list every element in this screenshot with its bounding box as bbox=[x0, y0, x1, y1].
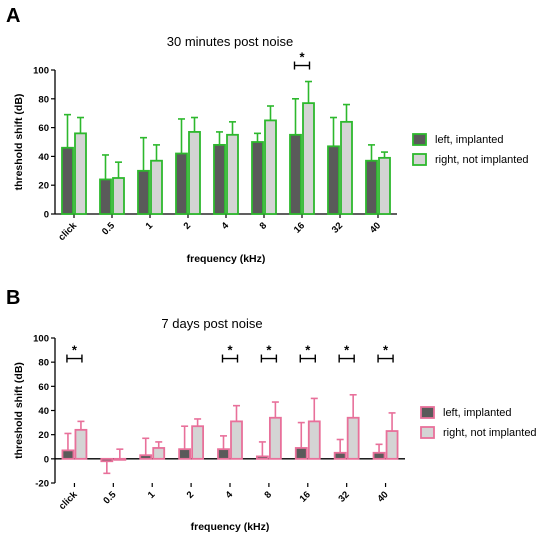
panel-b-bar-right bbox=[191, 425, 205, 460]
panel-a-bar-right bbox=[264, 119, 277, 215]
panel-b-bar-right bbox=[268, 416, 282, 460]
panel-b-bar-right bbox=[113, 457, 127, 461]
panel-a-bar-right bbox=[302, 102, 315, 215]
panel-b-y-tick-label: 40 bbox=[38, 406, 49, 417]
panel-b-y-tick-label: 0 bbox=[44, 454, 49, 465]
panel-a-y-tick-label: 80 bbox=[38, 94, 49, 105]
panel-b-x-tick-label: 4 bbox=[224, 489, 236, 501]
panel-a-bar-left bbox=[99, 178, 112, 215]
panel-a-x-tick-label: 0.5 bbox=[100, 220, 118, 238]
panel-b-x-tick-label: 0.5 bbox=[101, 489, 119, 507]
panel-b-x-tick-label: 2 bbox=[185, 489, 197, 501]
panel-a-bar-right bbox=[188, 131, 201, 215]
panel-a-bar-right bbox=[340, 120, 353, 215]
panel-b-legend-swatch bbox=[420, 406, 435, 419]
panel-b-sig-star: * bbox=[266, 343, 272, 358]
panel-b-x-axis-label: frequency (kHz) bbox=[191, 521, 270, 533]
panel-b-y-tick-label: 60 bbox=[38, 382, 49, 393]
panel-a-legend-swatch bbox=[412, 133, 427, 146]
panel-b-bar-right bbox=[230, 420, 243, 460]
panel-b-bar-left bbox=[178, 448, 192, 460]
panel-b-x-tick-label: click bbox=[57, 489, 80, 512]
panel-a-y-tick-label: 40 bbox=[38, 152, 49, 163]
panel-b-sig-star: * bbox=[305, 343, 311, 358]
panel-b-bar-left bbox=[61, 449, 75, 460]
panel-a-bar-right bbox=[112, 177, 125, 215]
panel-a-x-tick-label: 1 bbox=[144, 220, 156, 232]
panel-b-legend-swatch bbox=[420, 426, 435, 439]
panel-b-y-tick-label: -20 bbox=[35, 479, 49, 490]
panel-b-x-tick-label: 16 bbox=[298, 489, 313, 504]
panel-b-x-tick-label: 32 bbox=[337, 489, 352, 504]
panel-a-x-tick-label: 8 bbox=[258, 220, 270, 232]
panel-b-title: 7 days post noise bbox=[161, 316, 262, 331]
panel-b-bar-right bbox=[307, 420, 321, 460]
panel-b-bar-left bbox=[217, 448, 230, 460]
panel-b-y-axis-label: threshold shift (dB) bbox=[13, 362, 25, 459]
panel-a-x-axis-label: frequency (kHz) bbox=[187, 253, 266, 265]
panel-a-title: 30 minutes post noise bbox=[167, 34, 293, 49]
panel-b-bar-right bbox=[74, 428, 88, 460]
panel-b-sig-star: * bbox=[72, 343, 78, 358]
panel-a: A 30 minutes post noise 0 20 40 60 80 100 thresh… bbox=[6, 5, 529, 265]
panel-b-y-tick-label: 20 bbox=[38, 430, 49, 441]
panel-b-bar-left bbox=[139, 454, 153, 460]
panel-b-legend-label: left, implanted bbox=[443, 407, 511, 419]
panel-a-y-tick-label: 60 bbox=[38, 123, 49, 134]
panel-a-y-tick-label: 0 bbox=[44, 210, 49, 221]
panel-b-x-tick-label: 8 bbox=[262, 489, 274, 501]
panel-b-bar-left bbox=[255, 455, 269, 460]
panel-b-letter: B bbox=[6, 287, 20, 309]
panel-a-bar-left bbox=[251, 141, 264, 215]
panel-b-y-tick-label: 100 bbox=[33, 334, 49, 345]
panel-a-legend-swatch bbox=[412, 153, 427, 166]
panel-a-legend-label: right, not implanted bbox=[435, 154, 529, 166]
panel-a-x-tick-label: 40 bbox=[368, 220, 383, 235]
panel-b-bar-left bbox=[333, 451, 347, 460]
panel-a-y-tick-label: 20 bbox=[38, 181, 49, 192]
panel-a-letter: A bbox=[6, 5, 20, 27]
panel-a-bar-right bbox=[150, 159, 163, 215]
panel-a-x-tick-label: 2 bbox=[182, 220, 194, 232]
panel-a-bar-left bbox=[175, 152, 188, 215]
panel-a-y-tick-label: 100 bbox=[33, 66, 49, 77]
panel-a-y-axis-label: threshold shift (dB) bbox=[13, 94, 25, 191]
panel-b-x-tick-label: 1 bbox=[146, 489, 158, 501]
panel-b-x-tick-label: 40 bbox=[375, 489, 390, 504]
panel-a-bar-left bbox=[213, 143, 226, 215]
panel-b-legend-label: right, not implanted bbox=[443, 427, 537, 439]
panel-a-legend-label: left, implanted bbox=[435, 134, 503, 146]
panel-a-x-tick-label: 16 bbox=[292, 220, 307, 235]
panel-b-sig-star: * bbox=[344, 343, 350, 358]
panel-a-x-tick-label: click bbox=[56, 220, 79, 243]
panel-b-sig-star: * bbox=[227, 343, 233, 358]
panel-b-bar-left bbox=[372, 451, 386, 460]
panel-b-bar-right bbox=[385, 430, 399, 460]
panel-a-bar-left bbox=[289, 133, 302, 215]
panel-b-bar-right bbox=[152, 447, 166, 460]
panel-b-sig-star: * bbox=[383, 343, 389, 358]
panel-b: B 7 days post noise -20 0 20 40 60 80 100 thresho… bbox=[6, 287, 537, 533]
panel-a-bar-left bbox=[137, 169, 150, 215]
panel-b-bar-right bbox=[346, 416, 360, 460]
panel-b-bar-left bbox=[294, 447, 308, 460]
panel-a-x-tick-label: 32 bbox=[330, 220, 345, 235]
panel-a-sig-star: * bbox=[299, 50, 305, 65]
panel-b-bar-left bbox=[100, 457, 114, 463]
panel-a-bar-left bbox=[327, 145, 340, 215]
panel-a-bar-left bbox=[61, 146, 74, 215]
panel-a-bar-right bbox=[226, 133, 239, 215]
panel-b-y-tick-label: 80 bbox=[38, 358, 49, 369]
panel-a-bar-right bbox=[74, 132, 87, 215]
panel-a-bar-left bbox=[365, 159, 378, 215]
panel-a-bar-right bbox=[378, 156, 391, 215]
panel-a-x-tick-label: 4 bbox=[220, 220, 232, 232]
